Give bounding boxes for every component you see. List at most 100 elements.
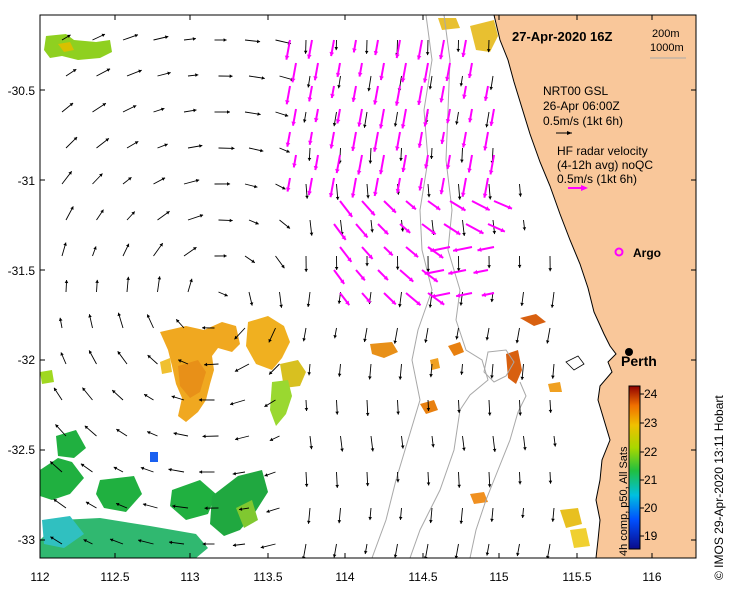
gsl-vector-arrow — [140, 466, 154, 473]
hf-vector-arrow — [481, 292, 495, 297]
colorbar-tick-label: 23 — [644, 416, 658, 430]
argo-marker: Argo — [614, 246, 661, 260]
y-tick-label: -31 — [18, 174, 36, 188]
hf-vector-arrow — [430, 246, 451, 253]
hf-vector-arrow — [438, 39, 445, 60]
hf-radar-velocity-vectors — [284, 39, 513, 306]
gsl-vector-arrow — [248, 219, 259, 225]
gsl-vector-arrow — [521, 507, 525, 519]
hf-vector-arrow — [313, 154, 319, 171]
gsl-vector-arrow — [183, 37, 196, 41]
hf-vector-arrow — [399, 223, 411, 234]
hf-vector-arrow — [417, 85, 423, 106]
gsl-vector-arrow — [58, 317, 63, 329]
city-dot-icon — [625, 348, 633, 356]
gsl-vector-arrow — [370, 435, 375, 452]
hf-vector-arrow — [395, 177, 401, 194]
y-tick-label: -32 — [18, 353, 36, 367]
hf-vector-arrow — [405, 292, 422, 306]
gsl-vector-arrow — [332, 111, 337, 127]
gsl-vector-arrow — [485, 111, 490, 128]
gsl-vector-arrow — [153, 177, 166, 185]
city-label-perth: Perth — [621, 353, 657, 369]
y-tick-label: -30.5 — [8, 84, 36, 98]
hf-vector-arrow — [439, 177, 445, 195]
gsl-vector-arrow — [147, 354, 158, 365]
gsl-vector-arrow — [264, 399, 276, 408]
gsl-vector-arrow — [429, 147, 434, 160]
gsl-vector-arrow — [395, 255, 400, 270]
x-tick-label: 115 — [489, 570, 508, 584]
gsl-legend-line3: 0.5m/s (1kt 6h) — [543, 114, 623, 128]
gsl-vector-arrow — [218, 291, 228, 297]
gsl-vector-arrow — [398, 363, 403, 380]
gsl-vector-arrow — [428, 75, 433, 90]
gsl-vector-arrow — [122, 176, 132, 185]
hf-vector-arrow — [357, 108, 363, 127]
gsl-vector-arrow — [88, 350, 97, 365]
gsl-vector-arrow — [187, 278, 193, 293]
gsl-vector-arrow — [61, 102, 74, 113]
sst-colorbar: 24 23 22 21 20 19 4h comp, p50, All Sats — [618, 385, 658, 556]
gsl-vector-arrow — [400, 435, 405, 449]
gsl-vector-arrow — [49, 461, 63, 473]
hf-vector-arrow — [465, 223, 484, 235]
axis-ticks — [39, 15, 696, 558]
hf-vector-arrow — [394, 85, 401, 106]
hf-vector-arrow — [355, 269, 366, 282]
hf-vector-arrow — [378, 154, 385, 175]
gsl-vector-arrow — [396, 471, 400, 483]
gsl-vector-arrow — [172, 504, 189, 509]
y-tick-label: -31.5 — [8, 264, 36, 278]
gsl-vector-arrow — [546, 327, 551, 344]
gsl-vector-arrow — [65, 68, 77, 77]
hf-legend-line3: 0.5m/s (1kt 6h) — [557, 172, 637, 186]
gsl-vector-arrow — [122, 105, 137, 113]
gsl-vector-arrow — [157, 276, 162, 293]
gsl-vector-arrow — [429, 507, 433, 524]
gsl-vector-arrow — [335, 183, 340, 200]
gsl-vector-arrow — [153, 242, 164, 257]
gsl-vector-arrow — [399, 147, 403, 162]
hf-vector-arrow — [489, 108, 495, 126]
hf-vector-arrow — [285, 131, 291, 147]
plot-frame — [39, 14, 697, 559]
gsl-vector-arrow — [485, 543, 490, 556]
gsl-vector-arrow — [550, 291, 555, 308]
hf-vector-arrow — [401, 154, 407, 173]
gsl-vector-arrow — [204, 362, 219, 367]
gsl-vector-arrow — [426, 471, 431, 486]
argo-label: Argo — [633, 246, 661, 260]
gsl-vector-arrow — [518, 471, 522, 485]
hf-vector-arrow — [417, 131, 423, 148]
gsl-vector-arrow — [61, 171, 73, 185]
gsl-vector-arrow — [492, 435, 497, 452]
hf-vector-arrow — [473, 269, 489, 275]
gsl-vector-arrow — [304, 255, 308, 272]
gsl-vector-arrow — [80, 463, 93, 473]
gsl-vector-arrow — [426, 255, 430, 272]
gsl-vector-arrow — [337, 363, 342, 377]
gsl-vector-arrow — [551, 363, 555, 379]
gsl-vector-arrow — [234, 435, 250, 441]
hf-vector-arrow — [445, 62, 451, 82]
hf-vector-arrow — [421, 269, 439, 283]
gsl-vector-arrow — [515, 327, 520, 344]
gsl-vector-arrow — [173, 431, 189, 437]
gsl-vector-arrow — [55, 424, 67, 437]
gsl-vector-arrow — [517, 255, 522, 269]
gsl-vector-arrow — [50, 536, 63, 545]
hf-vector-arrow — [291, 108, 297, 126]
gsl-vector-arrow — [244, 111, 261, 116]
gsl-vector-arrow — [335, 399, 339, 415]
gsl-vector-arrow — [204, 506, 219, 510]
hf-vector-arrow — [461, 177, 467, 197]
hf-vector-arrow — [405, 246, 419, 258]
gsl-vector-arrow — [279, 219, 291, 229]
gsl-vector-arrow — [53, 498, 67, 509]
hf-vector-arrow — [329, 131, 335, 149]
gsl-vector-arrow — [232, 543, 246, 547]
x-axis-labels: 112 112.5 113 113.5 114 114.5 115 115.5 … — [30, 570, 661, 584]
hf-vector-arrow — [424, 269, 445, 276]
contour-label-1000m: 1000m — [650, 42, 684, 54]
